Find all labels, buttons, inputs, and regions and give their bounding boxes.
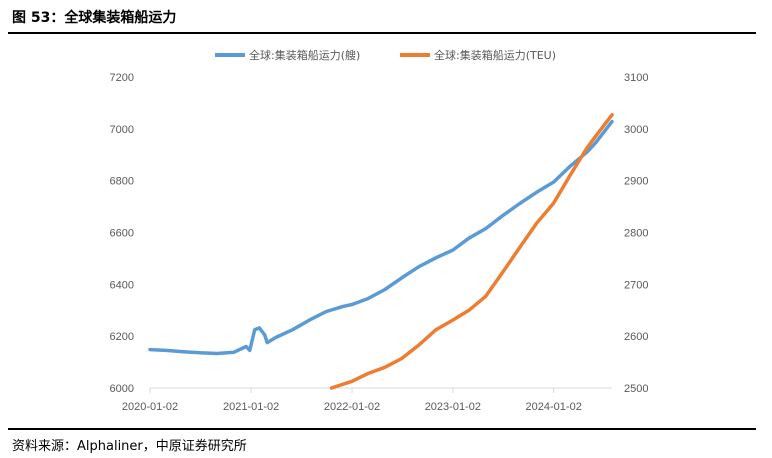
top-rule bbox=[8, 32, 756, 34]
y-right-tick-label: 2600 bbox=[624, 331, 648, 343]
y-right-tick-label: 2900 bbox=[624, 176, 648, 188]
data-point-teu bbox=[330, 386, 333, 390]
data-point-ships bbox=[400, 276, 404, 280]
data-point-ships bbox=[291, 328, 294, 332]
y-left-tick-label: 6600 bbox=[110, 228, 134, 240]
data-point-ships bbox=[484, 227, 488, 231]
data-point-ships bbox=[181, 350, 185, 354]
series-line-teu bbox=[329, 113, 614, 390]
data-point-teu bbox=[568, 174, 572, 177]
data-point-ships bbox=[148, 348, 152, 352]
data-point-ships bbox=[467, 236, 471, 240]
y-left-tick-label: 6200 bbox=[110, 331, 134, 343]
y-left-tick-label: 6800 bbox=[110, 176, 134, 188]
data-point-teu bbox=[467, 308, 471, 312]
data-point-ships bbox=[308, 318, 311, 322]
data-point-ships bbox=[383, 288, 387, 291]
data-point-teu bbox=[383, 365, 387, 369]
data-point-teu bbox=[594, 135, 597, 139]
data-point-ships bbox=[248, 349, 252, 352]
data-point-ships bbox=[164, 349, 168, 352]
data-point-ships bbox=[594, 141, 597, 145]
y-right-tick-label: 2700 bbox=[624, 279, 648, 291]
data-point-ships bbox=[265, 341, 269, 345]
data-point-teu bbox=[501, 271, 504, 274]
data-point-ships bbox=[215, 352, 219, 355]
x-axis: 2020-01-02 2021-01-02 2022-01-02 2023-01-02… bbox=[122, 388, 582, 413]
data-point-teu bbox=[366, 372, 370, 375]
y-axis-right: 2500 2600 2700 2800 2900 3000 3100 bbox=[624, 72, 648, 395]
source-note: 资料来源：Alphaliner，中原证券研究所 bbox=[12, 439, 247, 454]
series-line-ships bbox=[148, 119, 614, 356]
data-point-ships bbox=[258, 326, 261, 330]
data-point-teu bbox=[350, 379, 354, 383]
y-axis-left: 6000 6200 6400 6600 6800 7000 7200 bbox=[110, 72, 134, 395]
data-point-ships bbox=[518, 202, 522, 205]
x-tick-label: 2023-01-02 bbox=[425, 401, 481, 413]
legend-label-ships: 全球:集装箱船运力(艘) bbox=[249, 48, 360, 62]
data-point-ships bbox=[341, 304, 345, 308]
data-point-teu bbox=[610, 113, 614, 117]
data-point-ships bbox=[417, 265, 421, 269]
x-tick-label: 2022-01-02 bbox=[324, 401, 380, 413]
data-point-ships bbox=[451, 248, 455, 252]
data-point-ships bbox=[244, 345, 248, 348]
y-right-tick-label: 3000 bbox=[624, 124, 648, 136]
data-point-teu bbox=[518, 246, 522, 249]
data-point-teu bbox=[585, 146, 589, 150]
data-point-ships bbox=[552, 180, 556, 184]
data-point-ships bbox=[263, 333, 267, 337]
data-point-teu bbox=[451, 318, 455, 322]
y-right-tick-label: 3100 bbox=[624, 72, 648, 84]
data-point-ships bbox=[350, 303, 354, 306]
y-left-tick-label: 7200 bbox=[110, 72, 134, 84]
data-point-ships bbox=[610, 120, 614, 123]
data-point-ships bbox=[366, 297, 370, 300]
data-point-teu bbox=[400, 357, 404, 360]
data-point-ships bbox=[434, 256, 438, 260]
data-point-ships bbox=[274, 336, 278, 339]
data-point-teu bbox=[484, 294, 488, 298]
bottom-rule bbox=[8, 428, 756, 430]
data-point-ships bbox=[501, 214, 504, 218]
data-point-ships bbox=[232, 350, 236, 354]
data-point-teu bbox=[535, 221, 538, 225]
data-point-ships bbox=[253, 328, 257, 332]
data-point-ships bbox=[568, 165, 572, 168]
x-tick-label: 2020-01-02 bbox=[122, 401, 178, 413]
y-left-tick-label: 6000 bbox=[110, 383, 134, 395]
y-right-tick-label: 2800 bbox=[624, 228, 648, 240]
figure-title: 图 53：全球集装箱船运力 bbox=[12, 10, 177, 26]
x-tick-label: 2021-01-02 bbox=[223, 401, 279, 413]
legend-label-teu: 全球:集装箱船运力(TEU) bbox=[434, 48, 556, 62]
data-point-teu bbox=[552, 201, 556, 205]
y-right-tick-label: 2500 bbox=[624, 383, 648, 395]
data-point-teu bbox=[417, 343, 421, 347]
data-point-ships bbox=[198, 351, 202, 355]
y-left-tick-label: 7000 bbox=[110, 124, 134, 136]
data-point-ships bbox=[535, 190, 538, 194]
data-point-teu bbox=[434, 328, 438, 332]
chart-legend: 全球:集装箱船运力(艘) 全球:集装箱船运力(TEU) bbox=[215, 48, 556, 62]
plot-area bbox=[148, 113, 614, 390]
data-point-ships bbox=[324, 310, 328, 313]
y-left-tick-label: 6400 bbox=[110, 279, 134, 291]
x-tick-label: 2024-01-02 bbox=[526, 401, 582, 413]
